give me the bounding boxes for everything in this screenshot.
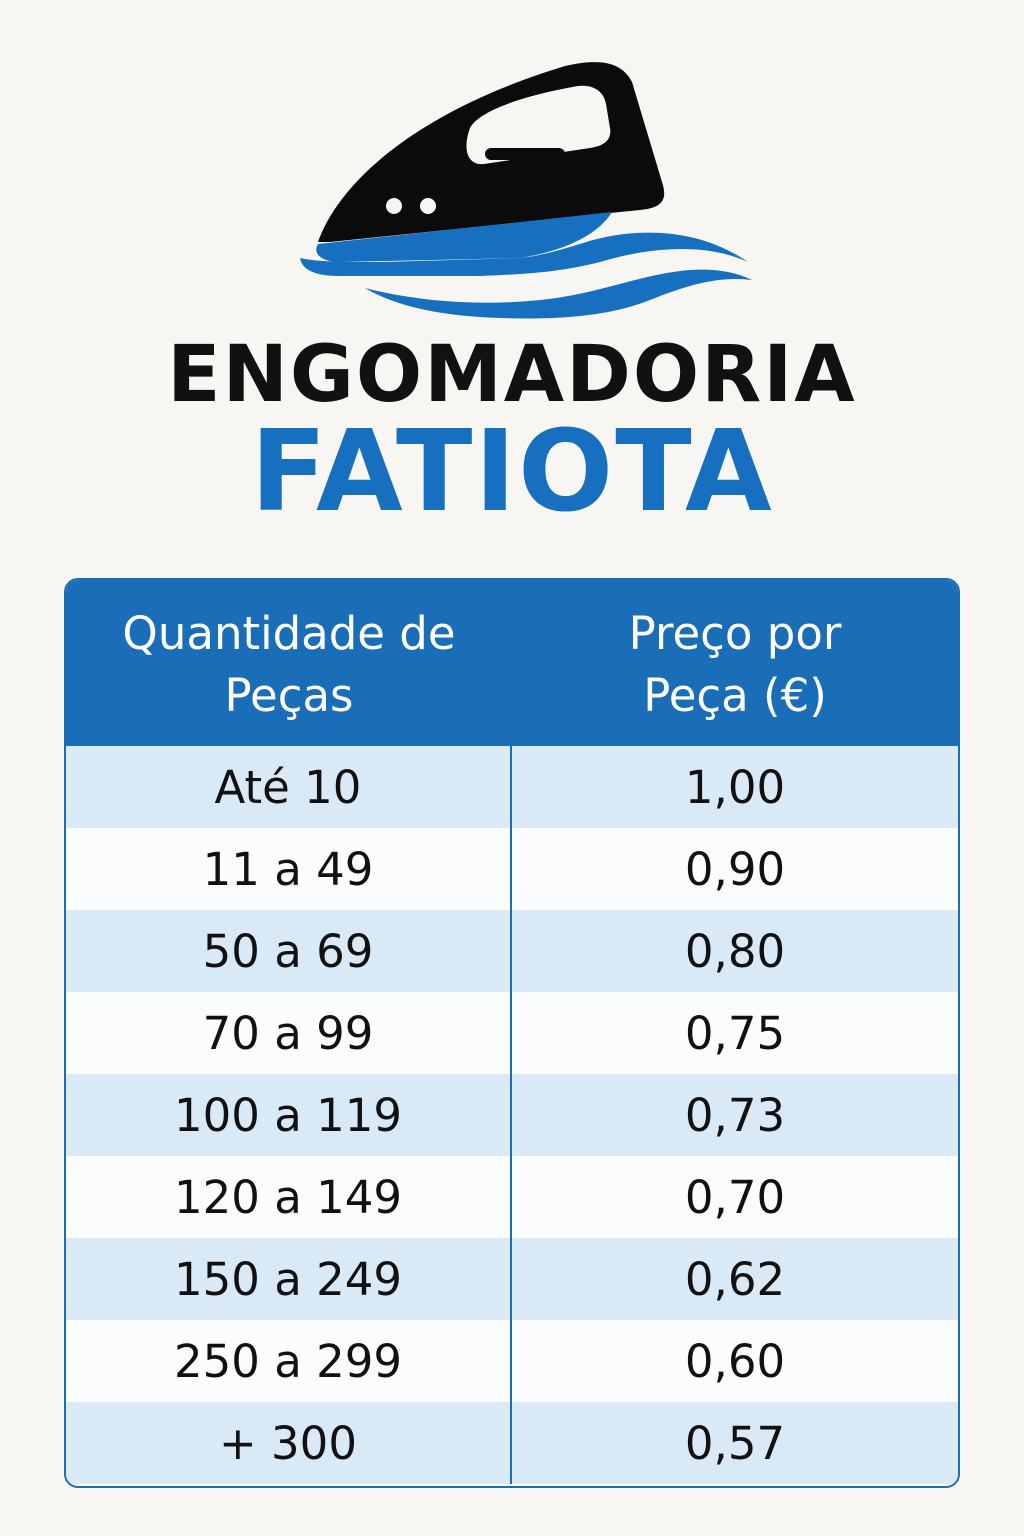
brand-name-line2: FATIOTA [250, 407, 774, 537]
price-table: Quantidade de Peças Preço por Peça (€) A… [64, 578, 960, 1488]
quantity-cell: 70 a 99 [66, 992, 512, 1074]
brand-name-line1: ENGOMADORIA [167, 330, 857, 420]
header-price-line1: Preço por [628, 607, 842, 660]
table-row: 150 a 249 0,62 [66, 1238, 958, 1320]
price-cell: 0,70 [684, 1170, 786, 1224]
price-cell: 0,57 [684, 1416, 786, 1470]
quantity-cell: + 300 [66, 1402, 512, 1484]
table-row: 70 a 99 0,75 [66, 992, 958, 1074]
quantity-cell: 100 a 119 [66, 1074, 512, 1156]
quantity-cell: 120 a 149 [66, 1156, 512, 1238]
price-cell: 0,90 [684, 842, 786, 896]
quantity-cell: 250 a 299 [66, 1320, 512, 1402]
price-cell: 1,00 [684, 760, 786, 814]
price-cell: 0,73 [684, 1088, 786, 1142]
header-price: Preço por Peça (€) [512, 580, 958, 746]
quantity-cell: 11 a 49 [66, 828, 512, 910]
table-row: 100 a 119 0,73 [66, 1074, 958, 1156]
table-row: 11 a 49 0,90 [66, 828, 958, 910]
iron-icon [300, 62, 752, 319]
price-cell: 0,60 [684, 1334, 786, 1388]
table-row: Até 10 1,00 [66, 746, 958, 828]
header-quantity: Quantidade de Peças [66, 580, 512, 746]
header-quantity-line2: Peças [224, 669, 354, 722]
price-cell: 0,75 [684, 1006, 786, 1060]
table-row: 50 a 69 0,80 [66, 910, 958, 992]
table-row: + 300 0,57 [66, 1402, 958, 1484]
table-body: Até 10 1,00 11 a 49 0,90 50 a 69 0,80 70… [66, 746, 958, 1484]
quantity-cell: 150 a 249 [66, 1238, 512, 1320]
table-row: 120 a 149 0,70 [66, 1156, 958, 1238]
header-quantity-line1: Quantidade de [122, 607, 456, 660]
quantity-cell: 50 a 69 [66, 910, 512, 992]
header-price-line2: Peça (€) [643, 669, 827, 722]
quantity-cell: Até 10 [66, 746, 512, 828]
table-row: 250 a 299 0,60 [66, 1320, 958, 1402]
table-header: Quantidade de Peças Preço por Peça (€) [66, 580, 958, 746]
price-cell: 0,62 [684, 1252, 786, 1306]
price-cell: 0,80 [684, 924, 786, 978]
